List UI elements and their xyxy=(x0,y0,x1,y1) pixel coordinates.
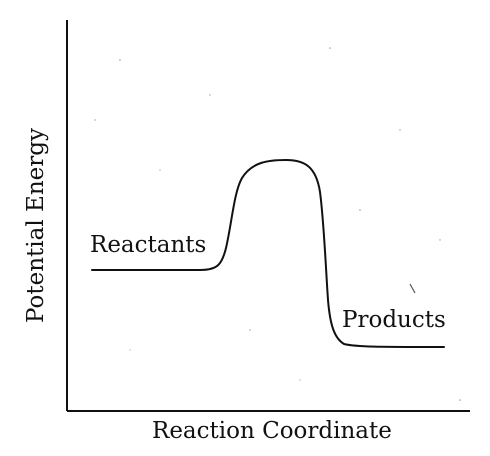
stray-mark xyxy=(409,283,416,294)
x-axis-label: Reaction Coordinate xyxy=(152,418,392,444)
paper-specks xyxy=(94,47,461,401)
products-label: Products xyxy=(342,307,446,333)
reactants-label: Reactants xyxy=(90,232,206,258)
y-axis-label: Potential Energy xyxy=(23,128,49,323)
energy-curve xyxy=(91,159,445,348)
